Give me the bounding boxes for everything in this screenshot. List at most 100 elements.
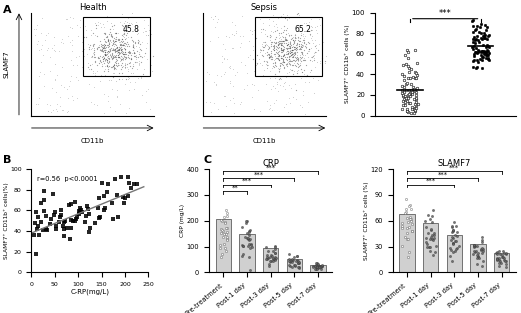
Point — [267, 53, 275, 58]
Point — [262, 42, 270, 47]
Point — [252, 61, 260, 66]
Point — [30, 32, 39, 37]
Point — [257, 44, 266, 49]
Point — [143, 57, 151, 62]
Point — [101, 53, 109, 58]
Point — [104, 48, 113, 53]
Point — [280, 66, 289, 71]
Point — [113, 192, 121, 197]
Point — [476, 57, 484, 62]
Point — [288, 47, 296, 52]
Point — [453, 230, 461, 235]
Point — [446, 238, 455, 243]
Point — [299, 58, 307, 63]
Point — [98, 64, 106, 69]
Point — [119, 41, 128, 46]
Point — [321, 61, 329, 66]
Point — [207, 14, 215, 19]
Point — [66, 236, 75, 241]
Point — [67, 58, 76, 63]
Point — [49, 213, 58, 218]
Point — [114, 37, 122, 42]
Point — [37, 220, 45, 225]
Point — [270, 64, 278, 69]
Point — [277, 13, 285, 18]
Point — [128, 63, 137, 68]
Y-axis label: SLAMF7⁺ CD11b⁺ cells (%): SLAMF7⁺ CD11b⁺ cells (%) — [364, 182, 369, 260]
Point — [92, 25, 100, 30]
Point — [121, 62, 130, 67]
Point — [279, 14, 288, 19]
Point — [76, 18, 84, 23]
Text: C: C — [203, 155, 212, 165]
Point — [498, 255, 506, 260]
Point — [97, 59, 106, 64]
Point — [293, 56, 301, 61]
Point — [300, 41, 308, 46]
Point — [407, 218, 415, 223]
Point — [110, 48, 119, 53]
Point — [311, 43, 319, 48]
Point — [99, 48, 107, 53]
Point — [428, 208, 437, 213]
Point — [46, 54, 54, 59]
Point — [101, 64, 109, 69]
Point — [220, 232, 229, 237]
Point — [263, 42, 271, 47]
Point — [131, 60, 140, 65]
Point — [101, 52, 109, 57]
Point — [292, 42, 301, 47]
Point — [274, 16, 282, 21]
Point — [220, 242, 228, 247]
Point — [407, 221, 416, 226]
Point — [267, 44, 275, 49]
Point — [298, 73, 306, 78]
Point — [264, 262, 272, 267]
Point — [292, 45, 300, 50]
Y-axis label: CRP (mg/L): CRP (mg/L) — [180, 204, 185, 237]
Point — [281, 37, 290, 42]
Point — [275, 58, 283, 63]
Point — [268, 30, 277, 35]
Point — [403, 80, 412, 85]
Point — [404, 64, 413, 69]
Point — [146, 47, 154, 52]
Point — [484, 49, 492, 54]
Point — [267, 41, 275, 46]
Point — [120, 40, 128, 45]
Point — [267, 33, 275, 38]
Point — [297, 55, 305, 60]
Point — [468, 44, 476, 49]
Point — [289, 72, 297, 77]
Point — [501, 259, 509, 264]
Point — [449, 229, 457, 234]
Point — [259, 44, 267, 49]
Point — [297, 52, 306, 57]
Point — [276, 40, 284, 45]
Point — [264, 52, 272, 57]
Point — [220, 56, 228, 61]
Point — [280, 54, 289, 59]
Point — [265, 54, 273, 59]
Point — [298, 50, 306, 55]
Point — [270, 28, 279, 33]
Point — [215, 245, 224, 250]
Point — [248, 244, 256, 249]
Point — [221, 219, 229, 224]
Point — [90, 21, 98, 26]
Point — [110, 62, 119, 67]
Point — [33, 102, 42, 107]
Point — [275, 58, 283, 63]
Point — [101, 51, 109, 56]
Point — [286, 260, 294, 265]
Point — [120, 53, 128, 58]
Point — [56, 95, 65, 100]
Point — [271, 250, 280, 255]
Point — [411, 48, 419, 53]
Point — [36, 200, 45, 205]
Point — [241, 235, 249, 240]
Point — [129, 45, 138, 50]
Point — [483, 48, 491, 53]
Point — [121, 37, 129, 42]
Point — [484, 52, 492, 57]
